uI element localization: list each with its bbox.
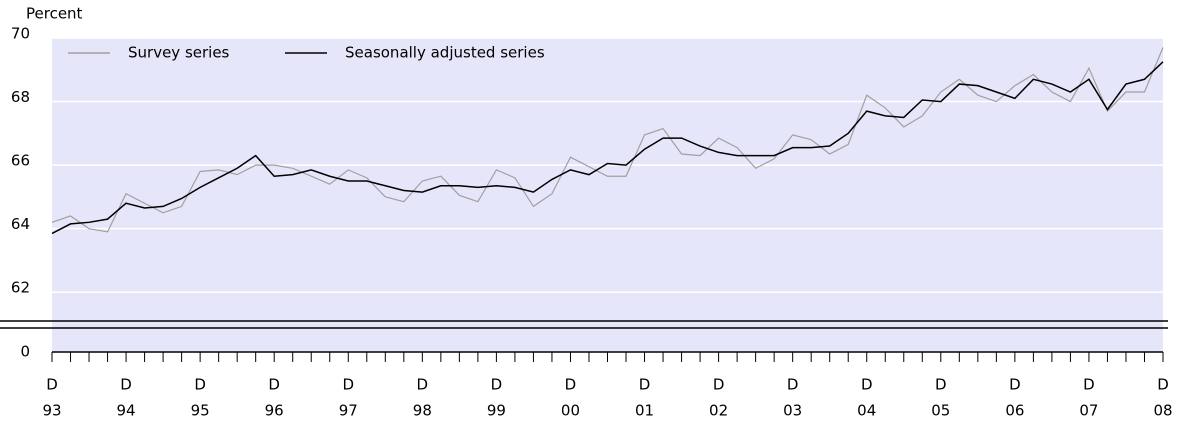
x-tick-label: D: [1009, 376, 1021, 394]
y-tick-label: 66: [11, 152, 30, 170]
y-tick-label: 68: [11, 88, 30, 106]
legend-label: Survey series: [128, 44, 230, 62]
x-tick-label: 96: [265, 402, 284, 420]
x-tick-label: D: [268, 376, 280, 394]
x-tick-label: 08: [1153, 402, 1172, 420]
y-tick-label: 70: [11, 25, 30, 43]
series-line: [51, 61, 1164, 235]
x-tick-label: 03: [783, 402, 802, 420]
x-tick-label: D: [1083, 376, 1095, 394]
x-tick-label: 07: [1079, 402, 1098, 420]
x-tick-label: D: [639, 376, 651, 394]
x-tick-label: 93: [42, 402, 61, 420]
x-tick-label: D: [120, 376, 132, 394]
x-tick-label: 01: [635, 402, 654, 420]
x-tick-label: 02: [709, 402, 728, 420]
y-tick-label: 64: [11, 215, 30, 233]
x-tick-label: 99: [487, 402, 506, 420]
legend-label: Seasonally adjusted series: [345, 44, 545, 62]
x-tick-label: D: [935, 376, 947, 394]
x-tick-label: 94: [117, 402, 136, 420]
x-tick-label: 95: [191, 402, 210, 420]
y-tick-label: 62: [11, 279, 30, 297]
y-axis-label: Percent: [26, 5, 83, 23]
x-tick-label: D: [1157, 376, 1169, 394]
x-tick-label: 98: [413, 402, 432, 420]
plot-background: [52, 38, 1163, 352]
x-tick-label: 00: [561, 402, 580, 420]
x-tick-label: 04: [857, 402, 876, 420]
x-tick-label: 97: [339, 402, 358, 420]
x-tick-label: 05: [931, 402, 950, 420]
y-tick-label: 0: [20, 343, 30, 361]
x-tick-label: D: [46, 376, 58, 394]
x-tick-label: D: [565, 376, 577, 394]
x-tick-label: D: [194, 376, 206, 394]
x-tick-label: D: [417, 376, 429, 394]
x-tick-label: 06: [1005, 402, 1024, 420]
x-tick-label: D: [713, 376, 725, 394]
x-tick-label: D: [787, 376, 799, 394]
x-tick-label: D: [861, 376, 873, 394]
x-tick-label: D: [491, 376, 503, 394]
x-tick-label: D: [342, 376, 354, 394]
series-line: [51, 47, 1164, 233]
